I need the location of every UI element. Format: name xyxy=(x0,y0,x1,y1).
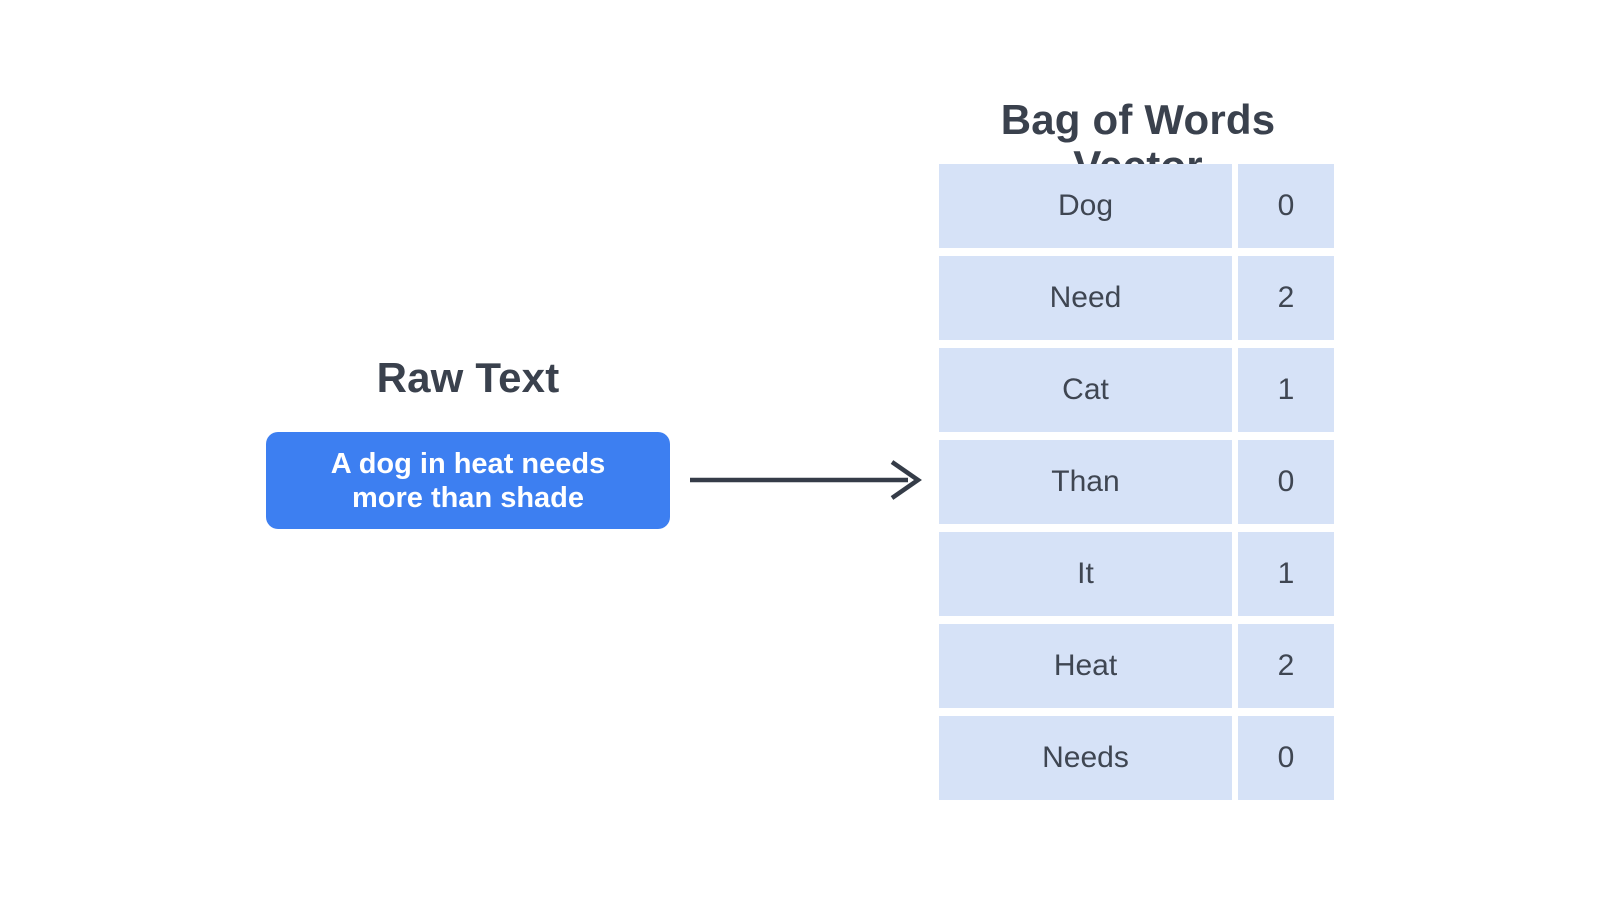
table-row: Cat 1 xyxy=(939,348,1334,432)
count-cell: 1 xyxy=(1238,532,1334,616)
table-row: Than 0 xyxy=(939,440,1334,524)
table-row: Needs 0 xyxy=(939,716,1334,800)
table-row: Heat 2 xyxy=(939,624,1334,708)
word-cell: Heat xyxy=(939,624,1232,708)
table-row: Dog 0 xyxy=(939,164,1334,248)
bag-of-words-table: Dog 0 Need 2 Cat 1 Than 0 It 1 Heat 2 Ne… xyxy=(939,164,1334,800)
raw-text-box: A dog in heat needs more than shade xyxy=(266,432,670,529)
table-row: Need 2 xyxy=(939,256,1334,340)
count-cell: 2 xyxy=(1238,624,1334,708)
count-cell: 0 xyxy=(1238,440,1334,524)
word-cell: Need xyxy=(939,256,1232,340)
right-arrow-icon xyxy=(690,460,922,500)
raw-text-content: A dog in heat needs more than shade xyxy=(330,447,606,514)
table-row: It 1 xyxy=(939,532,1334,616)
count-cell: 2 xyxy=(1238,256,1334,340)
word-cell: Needs xyxy=(939,716,1232,800)
word-cell: It xyxy=(939,532,1232,616)
count-cell: 1 xyxy=(1238,348,1334,432)
count-cell: 0 xyxy=(1238,164,1334,248)
count-cell: 0 xyxy=(1238,716,1334,800)
word-cell: Cat xyxy=(939,348,1232,432)
raw-text-title: Raw Text xyxy=(376,354,560,401)
word-cell: Dog xyxy=(939,164,1232,248)
word-cell: Than xyxy=(939,440,1232,524)
